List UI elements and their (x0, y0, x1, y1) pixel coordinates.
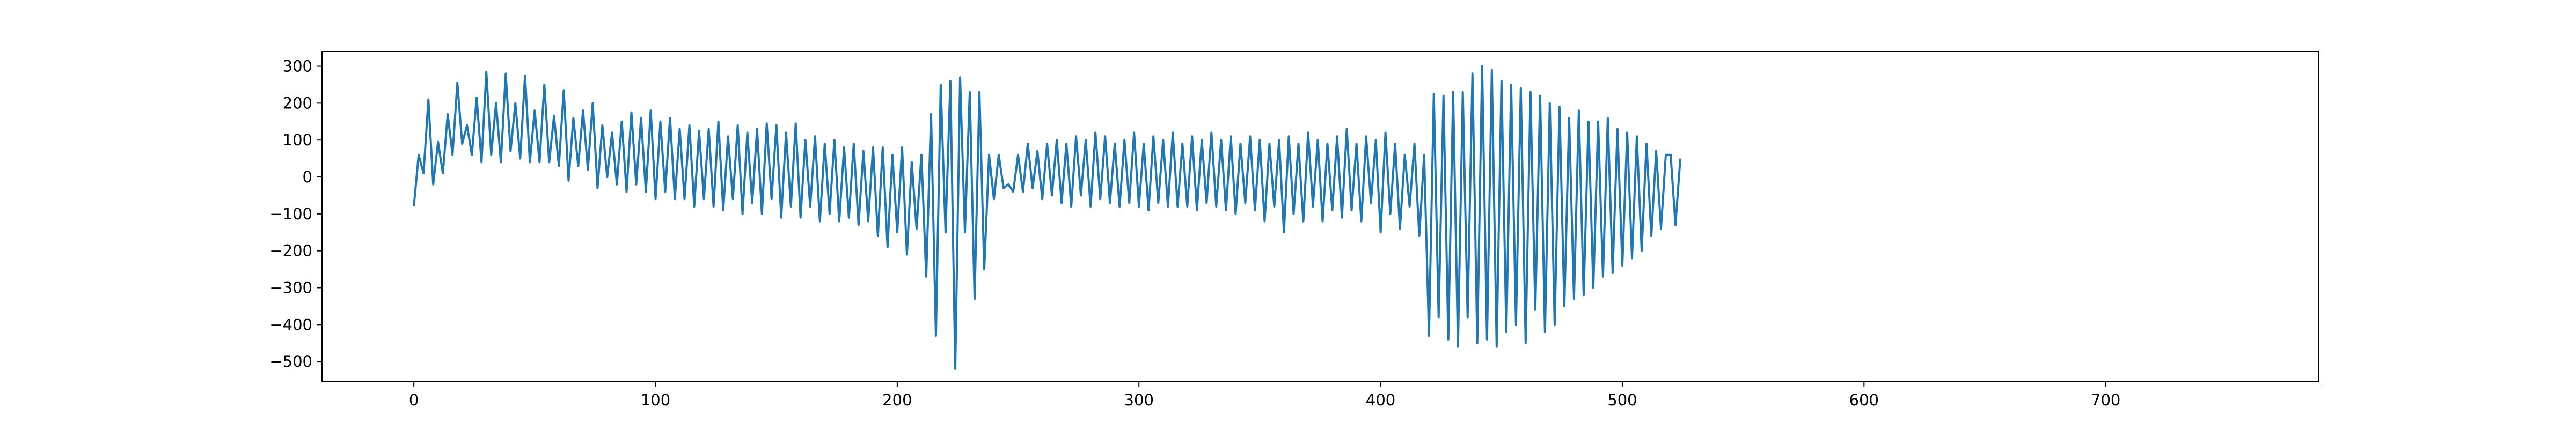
x-tick-label: 0 (409, 391, 419, 409)
ticks-layer: 0 100 200 300 400 500 600 700 300 200 100 0 −100 −200… (269, 57, 2120, 409)
series-line-0 (413, 65, 1681, 370)
y-tick-label: −500 (269, 352, 312, 371)
x-tick-label: 300 (1124, 391, 1154, 409)
y-tick-label: −200 (269, 242, 312, 260)
y-tick-label: −300 (269, 278, 312, 297)
y-tick-label: −100 (269, 205, 312, 223)
x-tick-label: 700 (2091, 391, 2120, 409)
y-tick-label: 300 (283, 57, 312, 76)
plot-background (322, 51, 2318, 382)
y-tick-label: 0 (303, 168, 312, 186)
y-tick-label: 100 (283, 131, 312, 149)
x-tick-label: 100 (641, 391, 670, 409)
series-layer (413, 65, 1681, 370)
y-tick-label: 200 (283, 94, 312, 112)
x-tick-label: 400 (1366, 391, 1395, 409)
x-tick-label: 500 (1607, 391, 1637, 409)
y-tick-label: −400 (269, 315, 312, 334)
x-tick-label: 200 (882, 391, 912, 409)
plot-frame (321, 51, 2319, 382)
x-tick-label: 600 (1849, 391, 1879, 409)
